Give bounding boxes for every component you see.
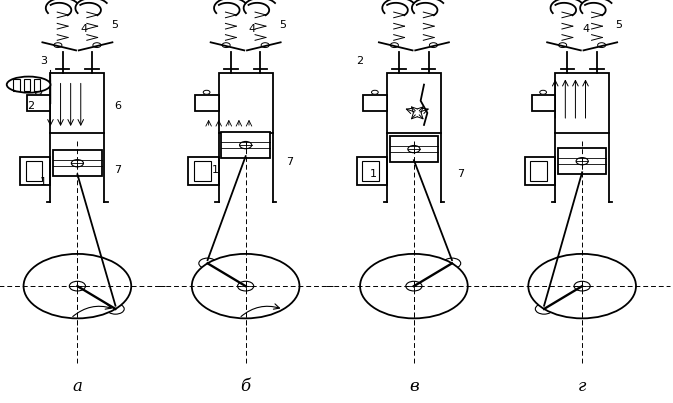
- Bar: [363, 95, 387, 111]
- Bar: [20, 157, 50, 185]
- Text: 7: 7: [458, 169, 464, 179]
- Circle shape: [238, 281, 254, 291]
- Bar: [530, 161, 547, 181]
- Circle shape: [240, 141, 252, 149]
- Text: 4: 4: [81, 24, 87, 34]
- Bar: [219, 73, 273, 133]
- Circle shape: [35, 90, 42, 94]
- Circle shape: [192, 254, 299, 318]
- Bar: [558, 148, 606, 174]
- Text: а: а: [73, 378, 82, 395]
- Circle shape: [71, 160, 83, 167]
- Circle shape: [574, 281, 590, 291]
- Text: 1: 1: [40, 177, 47, 187]
- Text: 1: 1: [370, 169, 377, 179]
- Text: 4: 4: [582, 24, 589, 34]
- Circle shape: [559, 43, 567, 48]
- Bar: [27, 95, 50, 111]
- Bar: [555, 73, 609, 133]
- Circle shape: [203, 90, 210, 94]
- Text: 3: 3: [40, 56, 47, 66]
- Circle shape: [540, 90, 546, 94]
- Ellipse shape: [7, 77, 50, 93]
- Text: 6: 6: [114, 101, 121, 111]
- Circle shape: [429, 43, 437, 48]
- Bar: [194, 161, 211, 181]
- Circle shape: [576, 158, 588, 165]
- Bar: [390, 136, 438, 162]
- Bar: [24, 79, 30, 91]
- Bar: [53, 150, 102, 177]
- Circle shape: [199, 258, 216, 268]
- Text: 5: 5: [279, 20, 286, 30]
- Bar: [188, 157, 219, 185]
- Circle shape: [444, 258, 461, 268]
- Circle shape: [69, 281, 85, 291]
- Bar: [26, 161, 42, 181]
- Circle shape: [390, 43, 398, 48]
- Circle shape: [24, 254, 131, 318]
- Circle shape: [371, 90, 378, 94]
- Text: 7: 7: [286, 157, 293, 167]
- Circle shape: [360, 254, 468, 318]
- Text: 5: 5: [616, 20, 623, 30]
- Text: 5: 5: [111, 20, 118, 30]
- Bar: [532, 95, 555, 111]
- Text: 4: 4: [249, 24, 256, 34]
- Circle shape: [408, 145, 420, 153]
- Bar: [221, 132, 270, 158]
- Circle shape: [54, 43, 62, 48]
- Bar: [195, 95, 219, 111]
- Bar: [13, 79, 20, 91]
- Circle shape: [598, 43, 606, 48]
- Circle shape: [93, 43, 101, 48]
- Circle shape: [528, 254, 636, 318]
- Text: в: в: [409, 378, 419, 395]
- Bar: [387, 73, 441, 133]
- Circle shape: [107, 304, 125, 314]
- Text: б: б: [240, 378, 251, 395]
- Circle shape: [535, 304, 553, 314]
- Bar: [525, 157, 555, 185]
- Text: 1: 1: [212, 165, 219, 175]
- Text: г: г: [578, 378, 586, 395]
- Circle shape: [261, 43, 269, 48]
- Circle shape: [222, 43, 230, 48]
- Text: 2: 2: [357, 56, 363, 66]
- Text: 2: 2: [27, 101, 34, 111]
- Bar: [34, 79, 40, 91]
- Circle shape: [406, 281, 422, 291]
- Bar: [357, 157, 387, 185]
- Bar: [362, 161, 379, 181]
- Text: 7: 7: [114, 165, 121, 175]
- Bar: [50, 73, 104, 133]
